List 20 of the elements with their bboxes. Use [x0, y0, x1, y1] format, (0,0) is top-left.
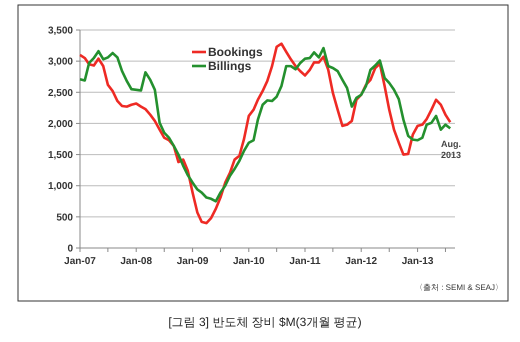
y-tick-label: 1,000: [48, 181, 74, 192]
legend-label: Bookings: [208, 45, 263, 60]
y-tick-label: 2,000: [48, 118, 74, 130]
y-tick-label: 3,000: [48, 56, 74, 68]
x-tick-label: Jan-10: [232, 256, 266, 267]
y-tick-label: 2,500: [48, 88, 74, 99]
text: [그림 3] 반도체 장비 $M(3개월 평균): [168, 315, 362, 329]
x-tick-label: Jan-12: [345, 256, 378, 267]
y-tick-label: 3,500: [48, 26, 74, 36]
legend-label: Billings: [208, 59, 252, 74]
x-tick-label: Jan-13: [402, 256, 434, 267]
x-tick-label: Jan-08: [120, 256, 152, 267]
y-tick-label: 1,500: [48, 150, 74, 162]
x-tick-label: Jan-07: [64, 256, 96, 267]
annotation: Aug. 2013: [441, 139, 462, 160]
x-tick-label: Jan-11: [289, 256, 321, 267]
y-tick-label: 500: [56, 212, 74, 224]
y-tick-label: 0: [67, 244, 74, 254]
text: 〈출처 : SEMI & SEAJ〉: [414, 283, 503, 292]
x-tick-label: Jan-09: [176, 256, 209, 267]
